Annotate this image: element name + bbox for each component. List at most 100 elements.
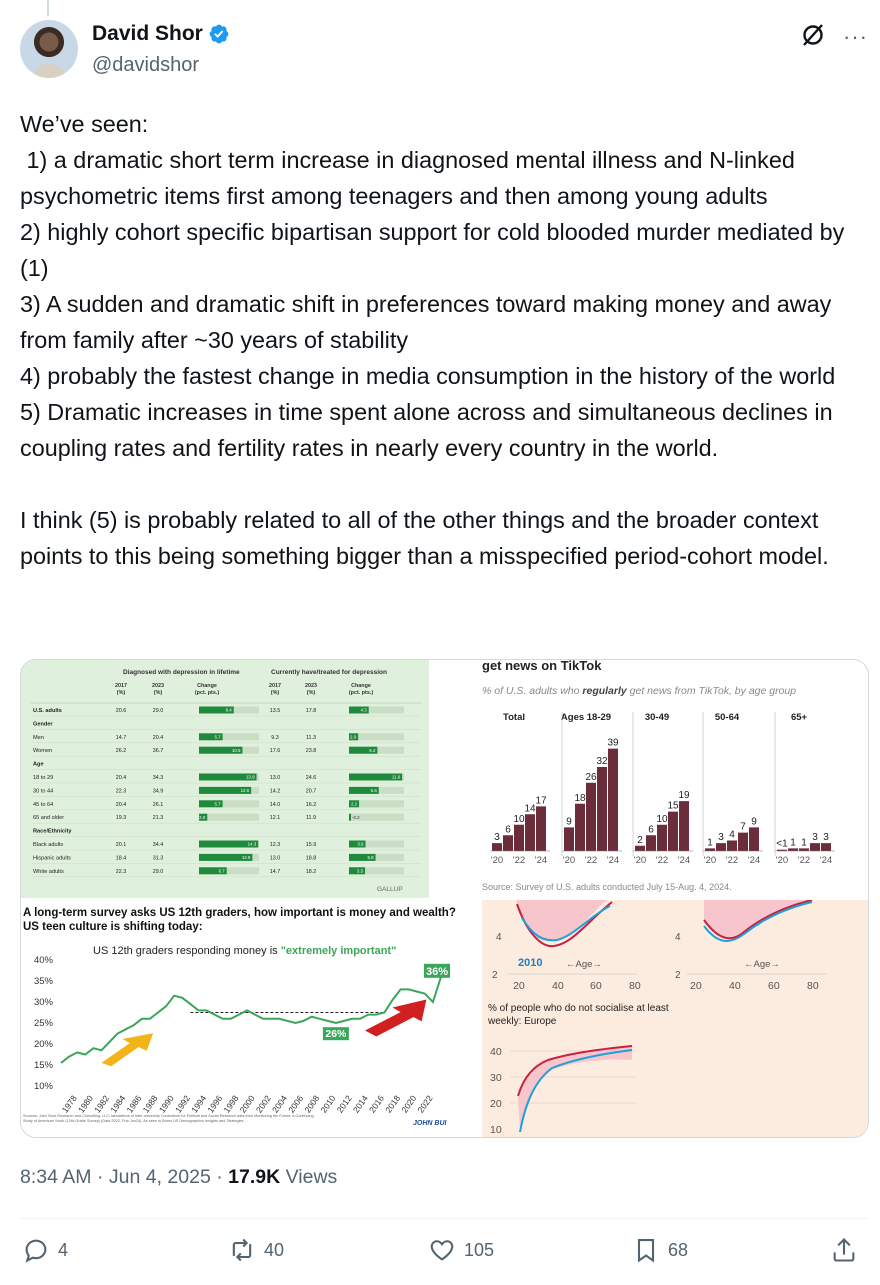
gallup-row-label: 45 to 64 [33,802,53,808]
author-name-row: David Shor [92,22,230,46]
svg-text:60: 60 [768,980,780,992]
svg-text:80: 80 [807,980,819,992]
gallup-cell: 20.4 [116,775,127,781]
gallup-cell: 12.3 [270,842,281,848]
socialise-chart[interactable]: 4 2 2010 ←Age→ 20 40 60 80 4 2 ←Age→ 20 40 60… [482,900,868,1137]
gallup-cell: 23.8 [306,748,317,754]
tiktok-bar-label: 1 [801,837,807,848]
gallup-cell: 29.0 [153,708,164,714]
money-rise-arrow-red [365,999,427,1037]
grok-icon[interactable] [800,22,826,48]
gallup-bar-track [349,733,404,741]
money-x-tick: 2014 [351,1093,370,1114]
tweet-time[interactable]: 8:34 AM [20,1166,92,1188]
tiktok-x-tick: '24 [748,855,760,866]
repost-icon [232,1238,252,1262]
svg-text:60: 60 [590,980,602,992]
gallup-bar-track [199,813,259,821]
money-importance-chart[interactable]: A long-term survey asks US 12th graders,… [21,900,479,1137]
tiktok-bar-label: 26 [585,772,597,783]
gallup-cell: 34.9 [153,788,164,794]
gallup-cell: 17.8 [306,708,317,714]
tiktok-source: Source: Survey of U.S. adults conducted … [482,882,732,892]
tiktok-x-tick: '20 [491,855,503,866]
reply-button[interactable]: 4 [22,1236,68,1264]
tiktok-bar [575,803,585,851]
author-name[interactable]: David Shor [92,22,203,45]
avatar[interactable] [20,20,78,78]
tiktok-group-label: 50-64 [715,712,740,723]
social-ytick-2b: 2 [675,970,681,981]
gallup-bar [349,773,403,781]
money-x-tick: 1980 [76,1093,95,1114]
share-button[interactable] [830,1236,858,1264]
gallup-bar-track [349,840,404,848]
tiktok-news-chart[interactable]: get news on TikTok % of U.S. adults who … [482,660,868,898]
gallup-change: 2.0 [199,815,206,820]
author-handle[interactable]: @davidshor [92,54,200,76]
bookmark-button[interactable]: 68 [632,1236,688,1264]
gallup-depression-table[interactable]: Diagnosed with depression in lifetime Cu… [21,660,429,898]
gallup-bar [199,867,227,875]
money-mid-badge [322,1027,349,1041]
tiktok-bar-label: 1 [790,837,796,848]
gallup-change: 4.3 [361,708,368,713]
tiktok-bar-label: 9 [566,816,572,827]
tiktok-x-tick: '24 [820,855,832,866]
gallup-change: 6.7 [219,869,226,874]
tiktok-x-tick: '24 [678,855,690,866]
tweet-date[interactable]: Jun 4, 2025 [108,1166,211,1188]
gallup-cell: 11.9 [306,815,316,821]
tweet-timestamp[interactable]: 8:34 AM · Jun 4, 2025 · 17.9K Views [20,1166,337,1189]
more-icon[interactable]: ··· [843,24,868,49]
money-x-tick: 1984 [108,1093,127,1114]
money-x-tick: 1998 [221,1093,240,1114]
gallup-col-header: Change (pct. pts.) [195,683,219,696]
tiktok-bar [821,843,831,851]
svg-text:30: 30 [490,1072,502,1084]
views-label: Views [280,1166,338,1188]
gallup-cell: 20.6 [116,708,127,714]
reply-icon [25,1239,47,1263]
social-ytick-4b: 4 [675,932,681,943]
gallup-cell: 16.2 [306,802,317,808]
gallup-cell: 14.7 [270,869,281,875]
gallup-cell: 18.2 [306,869,317,875]
gallup-cell: 9.3 [271,735,279,741]
money-x-tick: 2002 [254,1093,273,1114]
gallup-change: 10.5 [232,748,241,753]
social-label-2010: 2010 [518,957,542,969]
gallup-row-label: Women [33,748,52,754]
gallup-cell: 15.9 [306,842,317,848]
money-x-tick: 2008 [302,1093,321,1114]
gallup-bar-track [349,813,404,821]
repost-button[interactable]: 40 [228,1236,284,1264]
like-button[interactable]: 105 [428,1236,494,1264]
money-y-tick: 15% [34,1060,54,1071]
svg-text:20: 20 [690,980,702,992]
tiktok-bar [597,767,607,851]
gallup-bar [199,813,208,821]
share-icon [833,1238,855,1262]
gallup-cell: 34.3 [153,775,164,781]
money-y-tick: 40% [34,955,54,966]
tiktok-bar [646,835,656,851]
svg-text:40: 40 [490,1046,502,1058]
gallup-source: GALLUP [377,886,403,893]
gallup-col-header: 2023 (%) [152,683,164,696]
gallup-cell: 19.3 [116,815,127,821]
money-x-tick: 1978 [60,1093,79,1114]
gallup-change: 3.6 [357,842,364,847]
gallup-cell: 14.0 [270,802,281,808]
tiktok-x-tick: '24 [535,855,547,866]
verified-badge-icon [209,24,229,44]
tiktok-bar [525,814,535,851]
media-grid[interactable]: Diagnosed with depression in lifetime Cu… [20,659,869,1138]
tiktok-bar-label: 10 [656,814,668,825]
gallup-cell: 20.1 [116,842,127,848]
gallup-bar [199,746,243,754]
gallup-cell: 29.0 [153,869,164,875]
svg-text:40: 40 [729,980,741,992]
gallup-bar [199,706,234,714]
money-x-tick: 2020 [399,1093,418,1114]
